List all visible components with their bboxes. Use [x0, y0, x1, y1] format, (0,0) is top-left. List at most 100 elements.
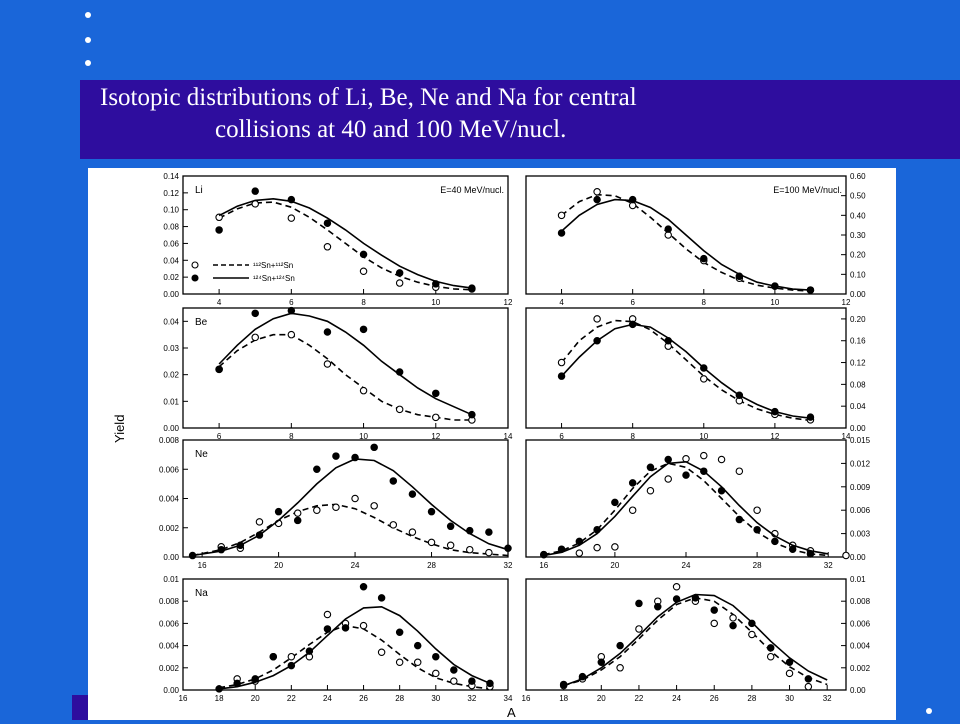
data-point-open	[446, 541, 455, 550]
y-tick-label: 0.006	[159, 619, 180, 628]
data-point-open	[593, 187, 601, 196]
fit-curve-solid	[561, 198, 811, 291]
x-tick-label: 18	[215, 694, 224, 703]
chart-panel-4: 6 8 10 12 140.00 0.04 0.08 0.12 0.16 0.20	[525, 307, 866, 441]
data-point-filled	[370, 443, 378, 452]
data-point-open	[359, 267, 368, 275]
x-tick-label: 6	[217, 432, 222, 441]
data-point-filled	[432, 280, 440, 288]
x-tick-label: 8	[289, 432, 294, 441]
data-point-open	[557, 211, 566, 220]
fit-curve-dashed	[192, 503, 509, 557]
data-point-open	[753, 506, 761, 514]
data-point-open	[323, 360, 332, 368]
data-point-open	[287, 652, 296, 661]
data-point-filled	[305, 647, 314, 655]
data-point-filled	[466, 526, 474, 535]
x-tick-label: 16	[522, 694, 531, 703]
data-point-open	[842, 551, 850, 560]
y-tick-label: 0.004	[850, 642, 871, 651]
x-tick-label: 28	[753, 561, 762, 570]
data-point-filled	[753, 525, 761, 534]
data-point-filled	[485, 528, 493, 536]
data-point-open	[593, 543, 601, 552]
y-tick-label: 0.008	[850, 597, 871, 606]
bullet-dot	[926, 708, 932, 714]
data-point-open	[255, 518, 264, 526]
y-tick-label: 0.00	[163, 553, 179, 562]
data-point-filled	[700, 467, 708, 475]
x-tick-label: 32	[504, 561, 513, 570]
x-tick-label: 14	[504, 432, 513, 441]
data-point-filled	[672, 595, 681, 603]
data-point-open	[766, 652, 775, 661]
data-point-filled	[806, 413, 815, 421]
data-point-open	[323, 243, 332, 251]
data-point-open	[332, 503, 340, 512]
data-point-filled	[682, 471, 690, 479]
x-tick-label: 32	[467, 694, 476, 703]
data-point-open	[735, 467, 744, 475]
data-point-open	[351, 494, 359, 503]
data-point-open	[575, 549, 584, 557]
data-point-filled	[593, 195, 601, 204]
data-point-filled	[255, 531, 264, 539]
x-tick-label: 16	[198, 561, 207, 570]
data-point-open	[785, 669, 794, 678]
y-tick-label: 0.008	[159, 436, 180, 445]
x-tick-label: 6	[289, 298, 294, 307]
data-point-filled	[559, 680, 568, 689]
plot-frame	[182, 307, 509, 429]
x-tick-label: 6	[559, 432, 564, 441]
x-tick-label: 24	[672, 694, 681, 703]
chart-panel-3: 6 8 10 12 14 0.00 0.01 0.02 0.03 0.04 Be	[163, 306, 513, 441]
legend-marker-open	[191, 261, 199, 269]
fit-curve-dashed	[561, 193, 811, 292]
data-point-filled	[359, 250, 368, 259]
data-point-filled	[628, 195, 637, 204]
y-tick-label: 0.00	[163, 686, 179, 695]
data-point-open	[466, 545, 474, 554]
data-point-open	[682, 454, 690, 463]
y-tick-label: 0.14	[163, 172, 179, 181]
fit-curve-solid	[218, 197, 473, 289]
data-point-open	[664, 475, 672, 483]
fit-curve-dashed	[218, 624, 490, 690]
y-tick-label: 0.015	[850, 436, 871, 445]
data-point-filled	[215, 685, 223, 693]
data-point-filled	[735, 272, 744, 281]
data-point-filled	[616, 641, 624, 650]
x-tick-label: 32	[824, 561, 833, 570]
data-point-filled	[351, 453, 359, 462]
data-point-filled	[664, 225, 672, 233]
y-tick-label: 0.00	[850, 424, 866, 433]
data-point-open	[611, 543, 619, 551]
data-point-filled	[806, 286, 815, 294]
data-point-filled	[717, 486, 726, 495]
figure-panel: Yield A 4 6 8 10 12 0.00 0.02 0.04 0.06 0.08 0.10 0…	[88, 168, 896, 720]
data-point-filled	[504, 544, 512, 552]
energy-label: E=40 MeV/nucl.	[440, 185, 504, 195]
y-tick-label: 0.002	[159, 524, 180, 533]
y-tick-label: 0.006	[850, 619, 871, 628]
y-tick-label: 0.004	[159, 642, 180, 651]
x-tick-label: 26	[359, 694, 368, 703]
data-point-open	[646, 486, 655, 495]
data-point-filled	[785, 658, 794, 666]
x-tick-label: 10	[431, 298, 440, 307]
x-tick-label: 28	[395, 694, 404, 703]
data-point-filled	[188, 551, 197, 560]
data-point-filled	[408, 490, 417, 498]
plot-frame	[525, 307, 847, 429]
data-point-filled	[359, 583, 368, 591]
data-point-open	[672, 583, 681, 591]
data-point-filled	[323, 328, 332, 336]
legend-label: ¹¹²Sn+¹¹²Sn	[253, 261, 293, 270]
slide-title-line-1: Isotopic distributions of Li, Be, Ne and…	[100, 84, 637, 111]
data-point-open	[215, 213, 223, 222]
data-point-filled	[766, 644, 775, 652]
data-point-open	[700, 375, 708, 383]
data-point-filled	[788, 545, 797, 553]
data-point-filled	[269, 652, 278, 661]
data-point-filled	[597, 658, 606, 666]
